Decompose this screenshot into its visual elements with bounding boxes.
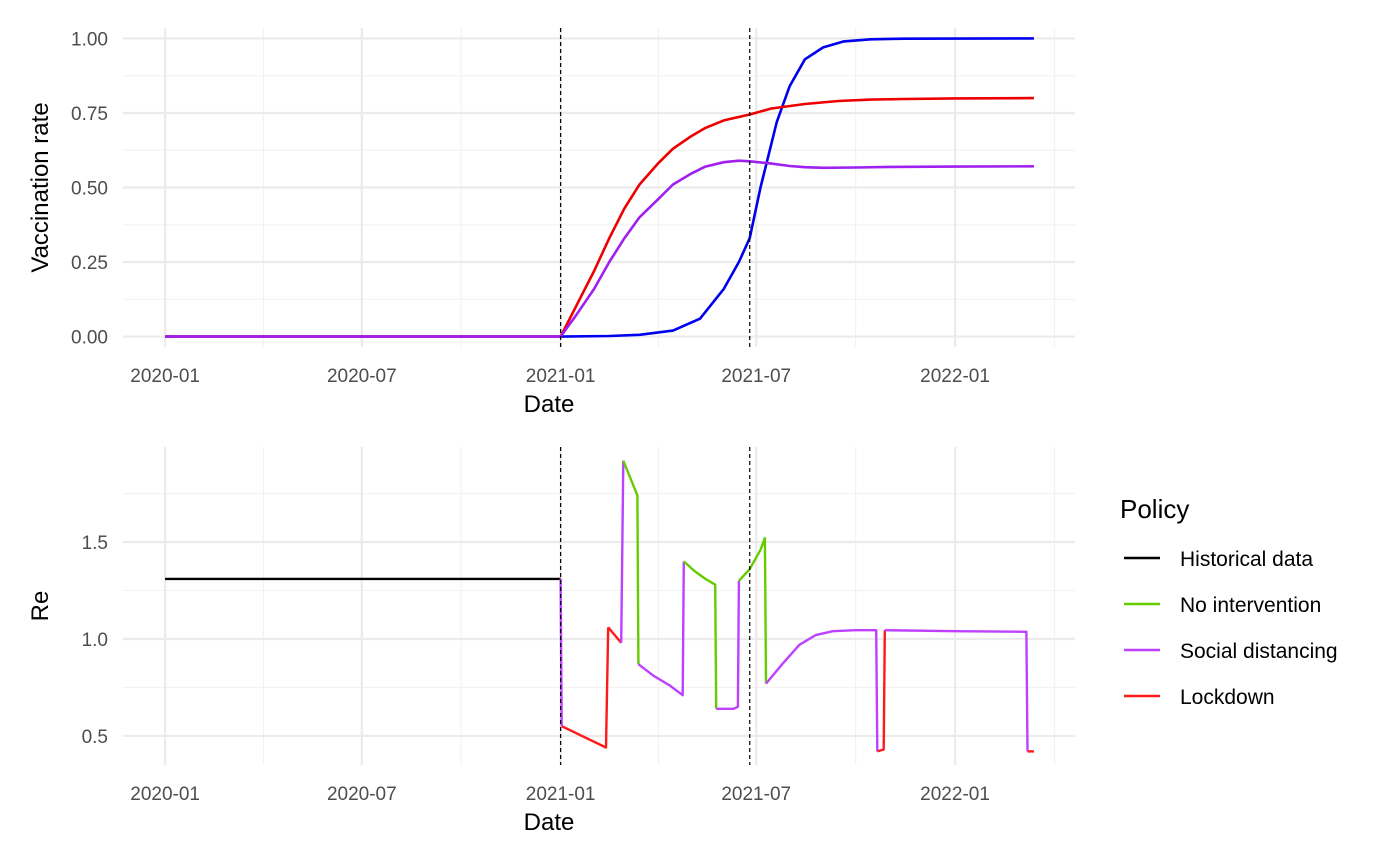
legend-entry: Historical data <box>1124 548 1313 571</box>
y-tick-label: 0.5 <box>82 727 108 748</box>
y-tick-label: 0.75 <box>71 104 108 125</box>
x-tick-label: 2021-07 <box>721 366 791 387</box>
x-tick-label: 2021-01 <box>526 366 596 387</box>
legend-entry: Social distancing <box>1124 640 1338 663</box>
series-segment <box>682 560 718 709</box>
series-segment <box>637 561 685 697</box>
y-tick-label: 0.25 <box>71 253 108 274</box>
y-tick-label: 1.00 <box>71 29 108 50</box>
x-tick-label: 2022-01 <box>920 784 990 805</box>
legend-label-lockdown: Lockdown <box>1180 686 1275 709</box>
series-segment <box>884 629 1029 752</box>
x-tick-label: 2021-07 <box>721 784 791 805</box>
x-tick-label: 2022-01 <box>920 366 990 387</box>
legend-entry: No intervention <box>1124 594 1321 617</box>
legend-entry: Lockdown <box>1124 686 1275 709</box>
re-panel: 2020-01 2020-07 2021-01 2021-07 2022-01 0.5 1.… <box>27 447 1075 836</box>
vaccination-rate-panel: 2020-01 2020-07 2021-01 2021-07 2022-01 0.00 0… <box>27 28 1075 418</box>
legend-label-no-intervention: No intervention <box>1180 594 1321 617</box>
series-segment <box>765 629 879 752</box>
x-tick-label: 2020-01 <box>130 366 200 387</box>
legend-title: Policy <box>1120 494 1189 524</box>
y-tick-label: 0.50 <box>71 179 108 200</box>
series-line <box>165 37 1034 338</box>
series-line <box>165 96 1034 338</box>
legend: Policy Historical data No intervention S… <box>1120 494 1338 709</box>
y-tick-label: 1.5 <box>82 533 108 554</box>
series-segment <box>561 627 610 749</box>
series-segment <box>876 630 886 753</box>
x-tick-label: 2020-07 <box>327 784 397 805</box>
y-tick-label: 0.00 <box>71 328 108 349</box>
x-tick-label: 2020-01 <box>130 784 200 805</box>
legend-label-historical-data: Historical data <box>1180 548 1313 571</box>
series-segment <box>738 536 768 684</box>
series-segment <box>620 460 625 643</box>
series-segment <box>622 460 640 665</box>
x-tick-label: 2020-07 <box>327 366 397 387</box>
x-tick-label: 2021-01 <box>526 784 596 805</box>
x-axis-title: Date <box>524 809 575 836</box>
y-axis-title: Re <box>27 591 54 622</box>
series-segment <box>716 580 741 710</box>
series-line <box>165 159 1034 338</box>
legend-label-social-distancing: Social distancing <box>1180 640 1338 663</box>
x-axis-title: Date <box>524 391 575 418</box>
y-tick-label: 1.0 <box>82 630 108 651</box>
series-segment <box>607 626 623 644</box>
y-axis-title: Vaccination rate <box>27 102 54 272</box>
